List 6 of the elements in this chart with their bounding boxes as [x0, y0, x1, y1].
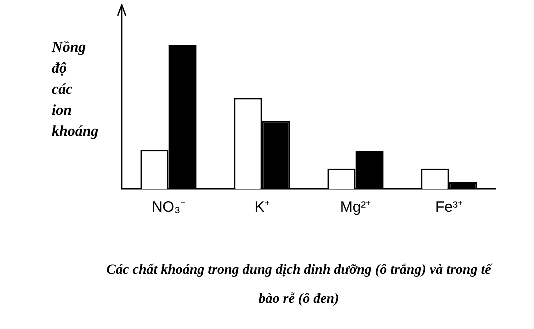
- y-axis-title: Nồng độ các ion khoáng: [52, 39, 99, 142]
- x-tick-label: Fe³⁺: [436, 199, 463, 216]
- x-axis-title: Các chất khoáng trong dung dịch dinh dưỡng (ô trắng) và trong tế bào rễ (ô đen): [106, 262, 494, 309]
- x-tick-label: NO₃⁻: [152, 199, 186, 216]
- x-tick-label: Mg²⁺: [340, 199, 372, 216]
- x-tick-label: K⁺: [254, 199, 270, 216]
